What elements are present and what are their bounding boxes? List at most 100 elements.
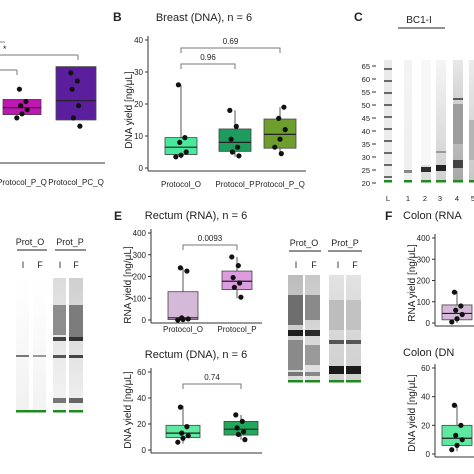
box xyxy=(221,270,253,290)
gel-band xyxy=(436,165,446,171)
p-value-label: 0.96 xyxy=(200,53,216,62)
gel-band xyxy=(384,152,392,154)
y-tick-label: 0 xyxy=(139,164,144,173)
panel-b-letter: B xyxy=(113,10,122,24)
data-point xyxy=(175,317,181,323)
gel-band xyxy=(305,345,320,365)
gel-band xyxy=(346,366,361,374)
data-point xyxy=(77,123,83,129)
gel-band xyxy=(305,330,320,336)
lane-number: 2 xyxy=(423,194,427,203)
lane-number: 4 xyxy=(455,194,459,203)
data-point xyxy=(175,439,181,445)
panel-f-partial: F Colon (RNA RNA yield [ng/μL] 010020030… xyxy=(385,209,474,459)
gel-band xyxy=(453,98,463,100)
ladder-tick-label: 60 xyxy=(362,75,370,84)
significance-bracket xyxy=(180,63,236,69)
data-point xyxy=(23,98,29,105)
lane-number: L xyxy=(386,194,390,203)
panel-c-letter: C xyxy=(354,10,363,24)
gel-band xyxy=(288,295,303,325)
gel-lane xyxy=(404,60,412,180)
y-tick-label: 400 xyxy=(133,229,147,238)
data-point xyxy=(235,144,241,150)
data-point xyxy=(235,431,241,437)
data-point xyxy=(14,115,20,121)
data-point xyxy=(272,144,278,150)
data-point xyxy=(238,294,244,300)
gel-marker xyxy=(436,180,446,183)
box xyxy=(55,66,97,121)
lane-number: 5 xyxy=(471,194,474,203)
gel-band xyxy=(53,398,66,403)
y-tick-label: 60 xyxy=(137,368,146,377)
data-point xyxy=(229,254,235,260)
gel-band xyxy=(453,104,463,144)
data-point xyxy=(282,127,288,133)
data-point xyxy=(182,135,188,141)
panel-c: C BC1-I 65605550454035302520L12345Prot_O… xyxy=(354,10,474,203)
data-point xyxy=(449,447,455,453)
gel-marker xyxy=(305,380,320,383)
lane-letter: F xyxy=(37,260,43,270)
lane-number: 1 xyxy=(406,194,410,203)
gel-band xyxy=(329,340,344,344)
gel-band xyxy=(384,164,392,166)
data-point xyxy=(177,404,183,410)
data-point xyxy=(239,418,245,424)
data-point xyxy=(228,136,234,142)
data-point xyxy=(449,319,455,325)
gel-lane xyxy=(16,278,29,410)
lane-letter: I xyxy=(295,260,298,270)
ladder-tick-label: 35 xyxy=(362,140,370,149)
significance-bracket xyxy=(182,383,242,389)
panel-f-bottom-ylabel: DNA yield [ng/μL] xyxy=(407,374,418,452)
gel-band xyxy=(53,355,66,358)
gel-band xyxy=(436,151,446,153)
y-tick-label: 300 xyxy=(417,255,431,264)
gel-band xyxy=(346,340,361,344)
data-point xyxy=(68,70,74,76)
panel-e: E Rectum (RNA), n = 6 RNA yield [ng/μL] … xyxy=(114,209,262,455)
panel-b-title: Breast (DNA), n = 6 xyxy=(156,12,252,24)
gel-marker xyxy=(384,180,392,183)
y-tick-label: 300 xyxy=(133,251,147,260)
ladder-tick-label: 40 xyxy=(362,127,370,136)
data-point xyxy=(69,86,75,92)
panel-f-top-ylabel: RNA yield [ng/μL] xyxy=(407,244,418,322)
ladder-tick-label: 50 xyxy=(362,101,370,110)
gel-band xyxy=(384,140,392,142)
significance-bracket xyxy=(180,47,281,53)
gel-band xyxy=(329,366,344,374)
category-label: Protocol_P_Q xyxy=(0,178,47,187)
panel-f-bottom-title: Colon (DN xyxy=(403,347,454,359)
gel-band xyxy=(288,372,303,376)
panel-e-top-ylabel: RNA yield [ng/μL] xyxy=(123,246,134,324)
data-point xyxy=(230,274,236,281)
data-point xyxy=(19,111,25,117)
data-point xyxy=(451,402,457,408)
panel-e-bottom-ylabel: DNA yield [ng/μL] xyxy=(123,371,134,449)
y-tick-label: 100 xyxy=(417,298,431,307)
data-point xyxy=(234,425,240,431)
gel-marker xyxy=(69,410,83,413)
y-tick-label: 200 xyxy=(417,277,431,286)
y-tick-label: 20 xyxy=(421,421,430,430)
data-point xyxy=(459,311,465,318)
panel-e-bottom-title: Rectum (DNA), n = 6 xyxy=(145,349,247,361)
y-tick-label: 60 xyxy=(421,364,430,373)
data-point xyxy=(179,430,185,436)
gel-band xyxy=(288,330,303,336)
data-point xyxy=(277,136,283,142)
gel-lane xyxy=(53,278,66,410)
ladder-tick-label: 45 xyxy=(362,114,370,123)
gel-marker xyxy=(469,180,474,183)
gel-band xyxy=(305,295,320,320)
category-label: Protocol_P xyxy=(215,180,254,189)
category-label: Protocol_P_Q xyxy=(255,180,305,189)
data-point xyxy=(76,103,82,109)
data-point xyxy=(236,153,242,159)
gel-band xyxy=(384,128,392,130)
data-point xyxy=(227,107,233,113)
lane-letter: I xyxy=(59,260,62,270)
